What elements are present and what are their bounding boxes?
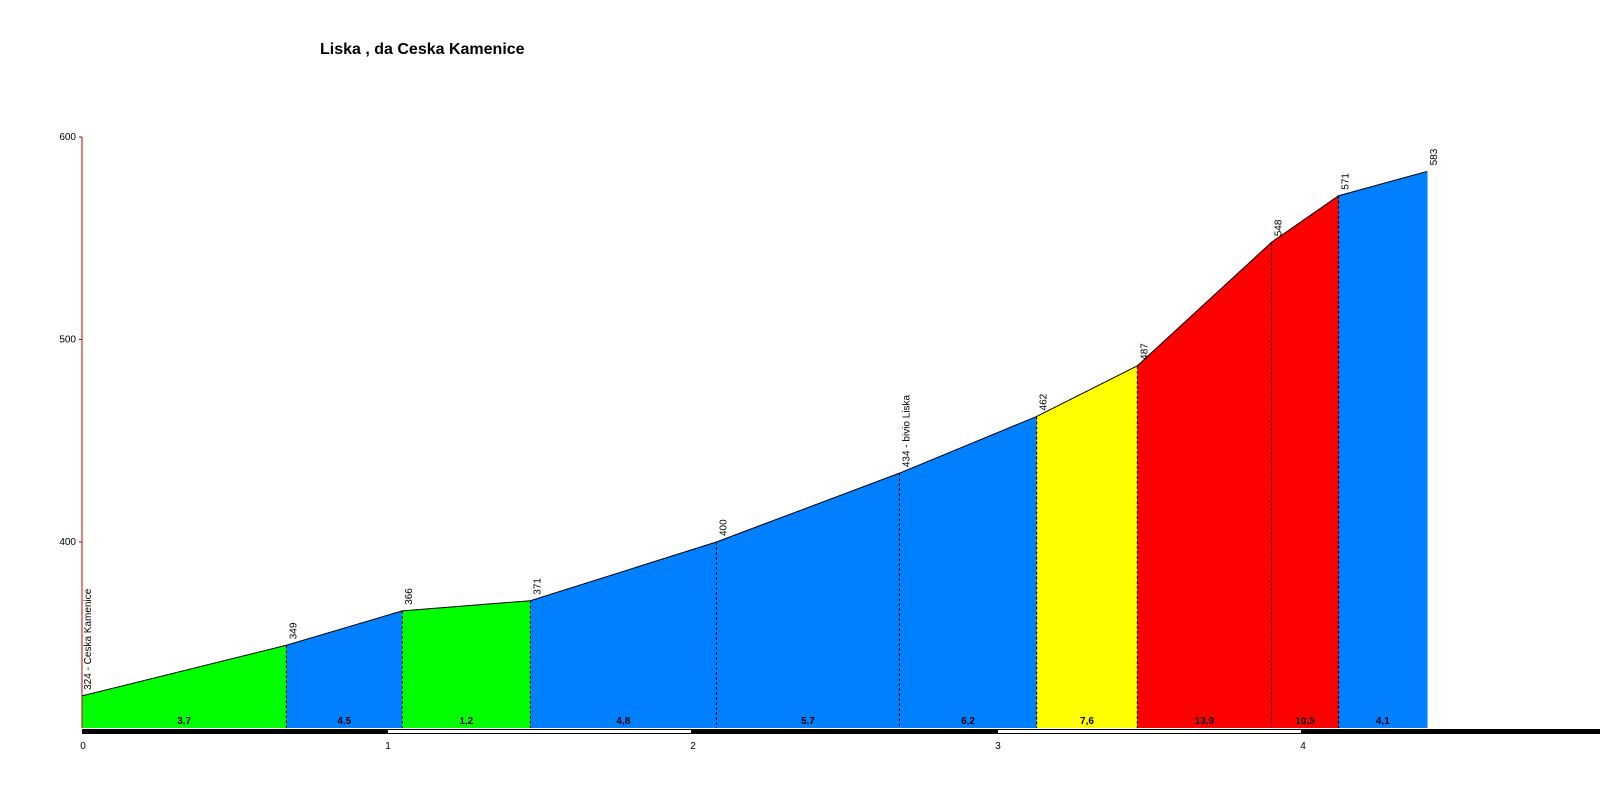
elevation-point-label: 462 (1039, 393, 1050, 410)
profile-segment (899, 416, 1037, 728)
profile-segment (286, 610, 403, 728)
gradient-label: 4,8 (616, 716, 630, 727)
x-scale-bar (82, 729, 1600, 734)
x-scale-band (998, 730, 1301, 733)
x-tick-label: 3 (995, 741, 1001, 752)
y-tick-label: 600 (59, 132, 76, 143)
gradient-label: 4,1 (1376, 716, 1390, 727)
x-tick-label: 1 (385, 741, 391, 752)
x-tick-label: 4 (1300, 741, 1306, 752)
gradient-label: 5,7 (801, 716, 815, 727)
gradient-label: 3,7 (177, 716, 191, 727)
chart-title: Liska , da Ceska Kamenice (320, 41, 525, 58)
elevation-point-label: 349 (288, 622, 299, 639)
elevation-point-label: 434 - bivio Liska (901, 394, 912, 467)
elevation-point-label: 571 (1341, 173, 1352, 190)
x-tick-label: 2 (690, 741, 696, 752)
gradient-label: 13,9 (1195, 716, 1215, 727)
gradient-label: 6,2 (961, 716, 975, 727)
elevation-point-label: 324 - Ceska Kamenice (83, 588, 94, 690)
profile-segment (530, 542, 717, 728)
profile-segment (402, 600, 531, 728)
profile-segment (1137, 242, 1272, 729)
y-tick-label: 400 (59, 537, 76, 548)
profile-segment (82, 645, 287, 728)
gradient-label: 1,2 (459, 716, 473, 727)
y-tick-label: 500 (59, 335, 76, 346)
elevation-point-label: 366 (404, 588, 415, 605)
elevation-point-label: 487 (1139, 343, 1150, 360)
gradient-label: 7,6 (1080, 716, 1094, 727)
gradient-label: 10,5 (1295, 716, 1315, 727)
profile-outline (81, 170, 1428, 697)
elevation-point-label: 548 (1274, 219, 1285, 236)
profile-segment (1271, 195, 1339, 729)
elevation-point-label: 400 (718, 519, 729, 536)
profile-segment (1036, 365, 1138, 728)
gradient-label: 4,5 (337, 716, 351, 727)
elevation-point-label: 583 (1429, 148, 1440, 165)
profile-segment (1338, 171, 1428, 729)
x-tick-label: 0 (80, 741, 86, 752)
elevation-point-label: 371 (532, 578, 543, 595)
x-scale-band (388, 730, 691, 733)
profile-segment (716, 473, 900, 728)
